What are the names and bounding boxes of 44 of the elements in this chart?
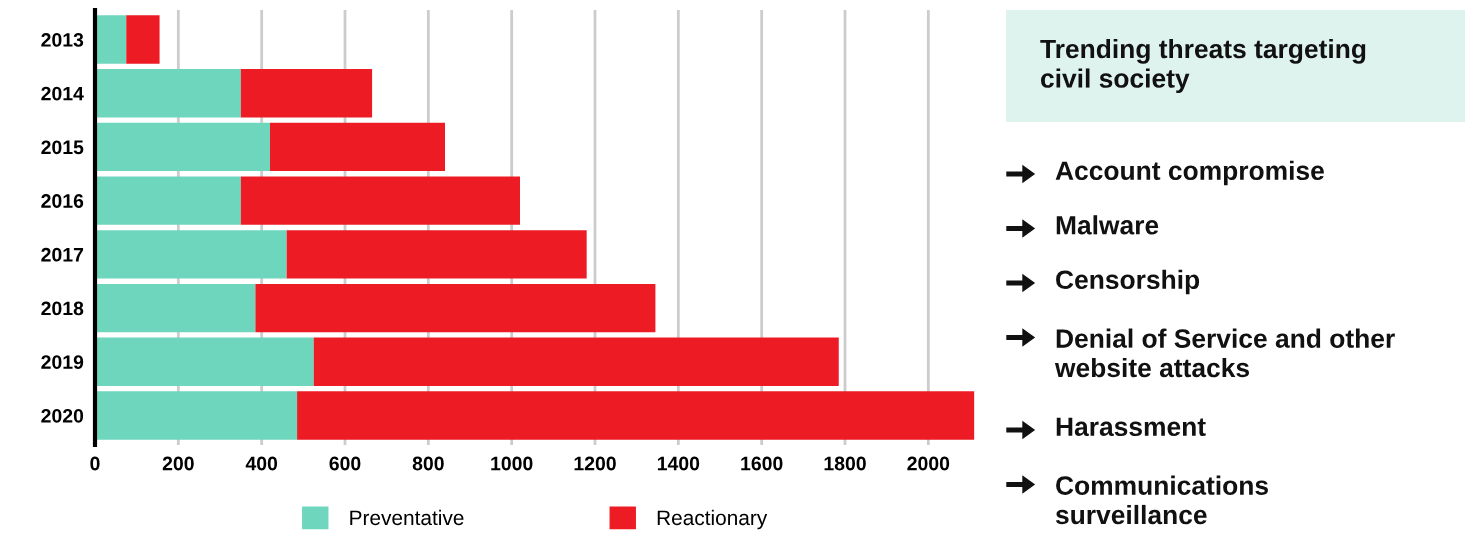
text: Harassment bbox=[1056, 417, 1206, 437]
bar bbox=[313, 337, 839, 386]
bar bbox=[95, 176, 241, 225]
bar bbox=[240, 69, 373, 118]
y-tick-label: 2020 bbox=[41, 408, 84, 423]
x-tick-label: 800 bbox=[412, 456, 444, 471]
x-tick-label: 600 bbox=[329, 456, 361, 471]
bar bbox=[240, 176, 520, 225]
y-tick-label: 2016 bbox=[41, 194, 84, 208]
text: Account compromise bbox=[1055, 160, 1324, 186]
x-tick-label: 200 bbox=[162, 456, 194, 471]
x-tick-label: 1800 bbox=[824, 456, 866, 471]
y-tick-label: 2018 bbox=[41, 301, 84, 316]
x-tick-label: 1000 bbox=[491, 456, 533, 471]
y-tick-label: 2017 bbox=[41, 247, 84, 262]
bar bbox=[297, 391, 975, 440]
x-tick-label: 400 bbox=[245, 456, 278, 471]
bar bbox=[286, 230, 587, 279]
y-tick-label: 2014 bbox=[41, 86, 84, 101]
bar bbox=[95, 337, 314, 386]
bar bbox=[95, 391, 298, 440]
text: Communications surveillance bbox=[1055, 475, 1268, 525]
bar bbox=[95, 15, 127, 64]
bar bbox=[95, 283, 256, 333]
x-tick-label: 1600 bbox=[741, 456, 783, 471]
y-tick-label: 2019 bbox=[41, 355, 84, 369]
legend-label: Reactionary bbox=[657, 509, 768, 530]
bar bbox=[95, 122, 270, 172]
bar bbox=[95, 69, 241, 118]
y-tick-label: 2013 bbox=[41, 33, 84, 47]
x-tick-label: 2000 bbox=[907, 456, 950, 471]
bar bbox=[255, 283, 656, 333]
bar bbox=[95, 230, 287, 279]
x-tick-label: 1200 bbox=[574, 456, 616, 471]
text: Denial of Service and other website attacks bbox=[1054, 328, 1395, 378]
text: Censorship bbox=[1056, 269, 1200, 295]
x-tick-label: 0 bbox=[90, 456, 100, 471]
text: Malware bbox=[1056, 215, 1159, 235]
legend-label: Preventative bbox=[350, 509, 464, 526]
y-tick-label: 2015 bbox=[41, 140, 84, 155]
x-tick-label: 1400 bbox=[657, 456, 700, 471]
bar bbox=[126, 15, 160, 64]
bar bbox=[270, 122, 445, 172]
text: Trending threats targeting civil society bbox=[1040, 38, 1366, 94]
